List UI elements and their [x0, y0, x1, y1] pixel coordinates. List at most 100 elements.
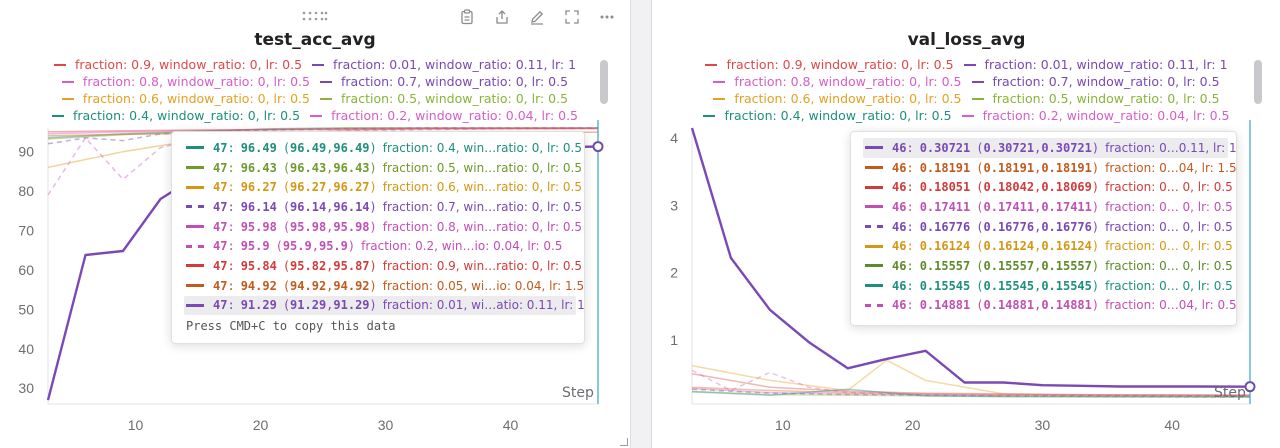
x-tick-label: 40	[1164, 417, 1180, 433]
tooltip-max: 0.16124	[1041, 239, 1092, 254]
resize-handle[interactable]	[620, 438, 628, 446]
series-line[interactable]	[47, 127, 598, 145]
tooltip-swatch	[865, 264, 883, 268]
legend-item[interactable]: fraction: 0.2, window_ratio: 0.04, lr: 0…	[310, 107, 578, 124]
hover-tooltip: 47:96.49(96.49, 96.49) fraction: 0.4, win…	[171, 131, 585, 344]
tooltip-row: 47:95.9(95.9, 95.9) fraction: 0.2, win…io…	[184, 236, 576, 256]
legend-item[interactable]: fraction: 0.6, window_ratio: 0, lr: 0.5	[61, 90, 310, 107]
tooltip-series-name: fraction: 0.5, win…ratio: 0, lr: 0.5	[382, 160, 582, 175]
tooltip-max: 94.92	[333, 278, 370, 293]
legend-label: fraction: 0.5, window_ratio: 0, lr: 0.5	[992, 91, 1220, 106]
series-line[interactable]	[691, 386, 1251, 396]
legend-swatch	[312, 63, 325, 66]
clipboard-icon[interactable]	[459, 9, 475, 25]
tooltip-row: 47:95.84(95.82, 95.87) fraction: 0.9, win…	[184, 256, 582, 276]
drag-handle-icon[interactable]	[302, 10, 328, 22]
share-icon[interactable]	[494, 9, 510, 25]
tooltip-step: 47	[213, 278, 228, 293]
legend-item[interactable]: fraction: 0.4, window_ratio: 0, lr: 0.5	[51, 107, 300, 124]
legend-item[interactable]: fraction: 0.4, window_ratio: 0, lr: 0.5	[703, 107, 952, 124]
series-line[interactable]	[47, 127, 599, 133]
series-line[interactable]	[691, 390, 1251, 398]
legend-swatch	[705, 63, 718, 66]
legend-item[interactable]: fraction: 0.8, window_ratio: 0, lr: 0.5	[713, 73, 962, 90]
tooltip-step: 47	[213, 239, 228, 254]
legend-item[interactable]: fraction: 0.5, window_ratio: 0, lr: 0.5	[971, 90, 1220, 107]
tooltip-max: 0.14881	[1041, 298, 1092, 313]
tooltip-row: 47:96.43(96.43, 96.43) fraction: 0.5, win…	[184, 158, 582, 178]
tooltip-swatch	[186, 185, 204, 189]
legend-swatch	[320, 97, 332, 100]
tooltip-row: 46:0.16124(0.16124, 0.16124) fraction: 0……	[863, 236, 1233, 256]
chart-title: test_acc_avg	[254, 30, 376, 50]
tooltip-value: 96.43	[240, 160, 277, 175]
tooltip-swatch	[186, 166, 204, 170]
x-tick-label: 40	[503, 417, 519, 433]
tooltip-min: 96.43	[290, 160, 327, 175]
tooltip-min: 0.18042	[983, 180, 1035, 195]
legend-item[interactable]: fraction: 0.01, window_ratio: 0.11, lr: …	[312, 56, 576, 73]
line-chart-val-loss-avg[interactable]: 1 2 3 4 10 20 30 40	[652, 0, 1280, 448]
tooltip-swatch	[186, 244, 204, 248]
tooltip-min: 95.98	[290, 219, 327, 234]
x-tick-label: 30	[378, 417, 394, 433]
legend-label: fraction: 0.6, window_ratio: 0, lr: 0.5	[734, 91, 962, 106]
tooltip-series-name: fraction: 0.8, win…ratio: 0, lr: 0.5	[382, 219, 582, 234]
series-line[interactable]	[691, 372, 1251, 396]
y-tick-label: 80	[18, 183, 34, 199]
tooltip-value: 0.14881	[919, 298, 971, 313]
legend-item[interactable]: fraction: 0.6, window_ratio: 0, lr: 0.5	[713, 90, 962, 107]
tooltip-step: 47	[213, 199, 228, 214]
tooltip-min: 0.17411	[983, 199, 1035, 214]
fullscreen-icon[interactable]	[564, 9, 580, 25]
more-icon[interactable]	[599, 9, 615, 25]
tooltip-min: 91.29	[290, 298, 327, 313]
tooltip-row: 46:0.18051(0.18042, 0.18069) fraction: 0……	[863, 177, 1233, 197]
legend-item[interactable]: fraction: 0.9, window_ratio: 0, lr: 0.5	[705, 56, 954, 73]
legend-scrollbar[interactable]	[1254, 60, 1262, 104]
edit-icon[interactable]	[529, 9, 545, 25]
tooltip-series-name: fraction: 0…0.11, lr: 1	[1105, 140, 1237, 155]
tooltip-value: 91.29	[240, 298, 277, 313]
tooltip-series-name: fraction: 0.4, win…ratio: 0, lr: 0.5	[382, 140, 582, 155]
tooltip-row: 47:91.29(91.29, 91.29) fraction: 0.01, wi…	[184, 295, 585, 316]
tooltip-step: 47	[213, 180, 228, 195]
legend-item[interactable]: fraction: 0.7, window_ratio: 0, lr: 0.5	[320, 73, 568, 90]
tooltip-swatch	[865, 303, 883, 307]
tooltip-step: 46	[892, 219, 907, 234]
series-line[interactable]	[690, 127, 1251, 388]
tooltip-series-name: fraction: 0… 0, lr: 0.5	[1105, 199, 1233, 214]
tooltip-max: 96.43	[333, 160, 370, 175]
legend-item[interactable]: fraction: 0.9, window_ratio: 0, lr: 0.5	[53, 56, 302, 73]
hover-point-marker	[1244, 381, 1256, 393]
hover-point-marker	[592, 141, 604, 153]
tooltip-max: 0.30721	[1041, 140, 1092, 155]
legend-swatch	[61, 97, 74, 100]
legend-row: fraction: 0.8, window_ratio: 0, lr: 0.5 f…	[0, 73, 630, 90]
tooltip-value: 96.49	[240, 140, 277, 155]
series-line[interactable]	[691, 388, 1250, 397]
legend-label: fraction: 0.5, window_ratio: 0, lr: 0.5	[341, 91, 569, 106]
legend-swatch	[963, 63, 976, 66]
legend-item[interactable]: fraction: 0.8, window_ratio: 0, lr: 0.5	[61, 73, 310, 90]
y-tick-label: 60	[18, 262, 34, 278]
tooltip-step: 47	[213, 160, 228, 175]
series-line[interactable]	[47, 127, 598, 139]
legend-item[interactable]: fraction: 0.2, window_ratio: 0.04, lr: 0…	[961, 107, 1230, 124]
series-line[interactable]	[47, 127, 599, 135]
legend-item[interactable]: fraction: 0.01, window_ratio: 0.11, lr: …	[963, 56, 1228, 73]
tooltip-step: 46	[892, 298, 907, 313]
series-line[interactable]	[691, 359, 1251, 398]
chart-panel-test-acc-avg: test_acc_avg fraction: 0.9, window_ratio…	[0, 0, 631, 448]
series-line[interactable]	[691, 388, 1250, 398]
series-line[interactable]	[47, 127, 598, 140]
legend-scrollbar[interactable]	[600, 60, 608, 104]
legend-item[interactable]: fraction: 0.7, window_ratio: 0, lr: 0.5	[971, 73, 1220, 90]
legend-label: fraction: 0.9, window_ratio: 0, lr: 0.5	[726, 57, 954, 72]
series-line[interactable]	[691, 369, 1251, 399]
legend-swatch	[320, 80, 332, 83]
series-line[interactable]	[691, 387, 1250, 397]
legend-row: fraction: 0.4, window_ratio: 0, lr: 0.5 f…	[652, 107, 1280, 124]
legend-item[interactable]: fraction: 0.5, window_ratio: 0, lr: 0.5	[320, 90, 568, 107]
tooltip-max: 96.14	[333, 199, 370, 214]
